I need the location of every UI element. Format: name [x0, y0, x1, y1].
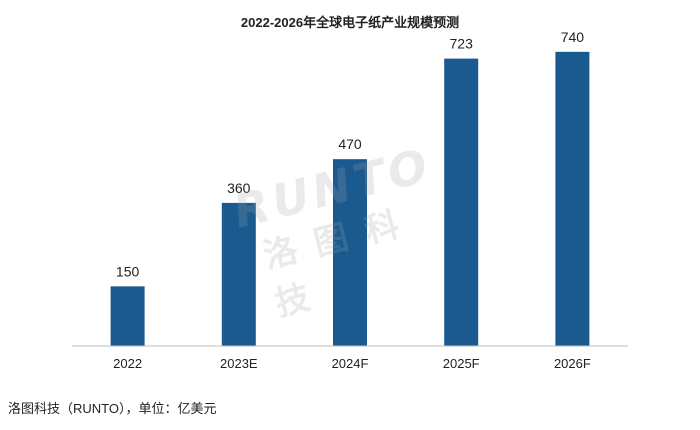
bar-2024F	[333, 159, 367, 346]
bar-2023E	[221, 202, 256, 346]
bar-2022	[110, 286, 145, 346]
value-labels-group: 150 360 470 723 740	[116, 29, 584, 280]
value-label-2024F: 470	[338, 136, 362, 152]
bar-2026F	[555, 51, 590, 346]
tick-label-2024F: 2024F	[332, 356, 369, 371]
chart-title: 2022-2026年全球电子纸产业规模预测	[240, 15, 460, 30]
source-note: 洛图科技（RUNTO），单位：亿美元	[8, 401, 217, 416]
tick-label-2026F: 2026F	[554, 356, 591, 371]
tick-label-2023E: 2023E	[220, 356, 258, 371]
value-label-2023E: 360	[227, 180, 251, 196]
bar-2025F	[444, 58, 479, 347]
tick-label-2022: 2022	[113, 356, 142, 371]
value-label-2026F: 740	[561, 29, 585, 45]
tick-labels-group: 2022 2023E 2024F 2025F 2026F	[113, 356, 591, 371]
value-label-2022: 150	[116, 263, 140, 279]
bars-group	[110, 51, 590, 347]
value-label-2025F: 723	[450, 36, 474, 52]
tick-label-2025F: 2025F	[443, 356, 480, 371]
